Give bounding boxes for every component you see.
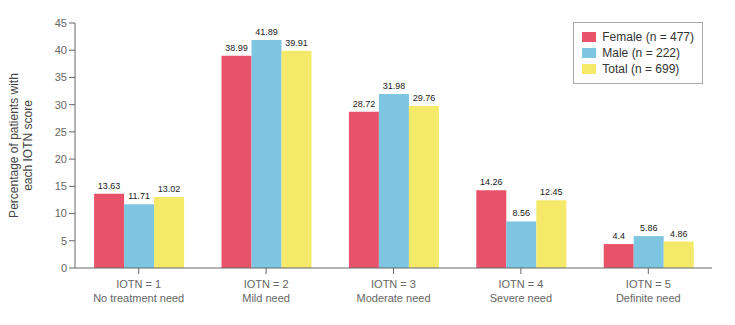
svg-text:25: 25 [55,126,67,138]
svg-text:38.99: 38.99 [225,43,248,53]
svg-text:8.56: 8.56 [513,208,531,218]
svg-text:41.89: 41.89 [255,27,278,37]
svg-text:40: 40 [55,44,67,56]
svg-text:29.76: 29.76 [413,93,436,103]
html-text:Total (n = 699): Total (n = 699) [602,62,680,76]
svg-text:15: 15 [55,180,67,192]
svg-text:45: 45 [55,17,67,29]
svg-text:5: 5 [61,235,67,247]
svg-text:IOTN = 1No treatment need: IOTN = 1No treatment need [93,278,184,304]
svg-text:20: 20 [55,153,67,165]
svg-text:28.72: 28.72 [353,99,376,109]
svg-text:IOTN = 3Moderate need: IOTN = 3Moderate need [357,278,431,304]
svg-text:12.45: 12.45 [540,187,563,197]
svg-text:13.63: 13.63 [98,181,121,191]
svg-text:0: 0 [61,262,67,274]
html-text:Male (n = 222): Male (n = 222) [602,46,680,60]
svg-text:11.71: 11.71 [128,191,150,201]
svg-text:4.4: 4.4 [612,231,625,241]
svg-text:10: 10 [55,207,67,219]
svg-text:Percentage of patients witheac: Percentage of patients witheach IOTN sco… [8,73,35,218]
svg-text:14.26: 14.26 [480,177,503,187]
svg-text:35: 35 [55,71,67,83]
svg-text:IOTN = 4Severe need: IOTN = 4Severe need [490,278,552,304]
html-text:Female (n = 477): Female (n = 477) [602,30,694,44]
svg-text:IOTN = 2Mild need: IOTN = 2Mild need [242,278,290,304]
svg-text:13.02: 13.02 [158,184,181,194]
svg-text:30: 30 [55,99,67,111]
svg-text:IOTN = 5Definite need: IOTN = 5Definite need [616,278,681,304]
svg-text:4.86: 4.86 [670,229,688,239]
svg-text:39.91: 39.91 [285,38,308,48]
svg-text:5.86: 5.86 [640,223,658,233]
svg-text:31.98: 31.98 [383,81,406,91]
